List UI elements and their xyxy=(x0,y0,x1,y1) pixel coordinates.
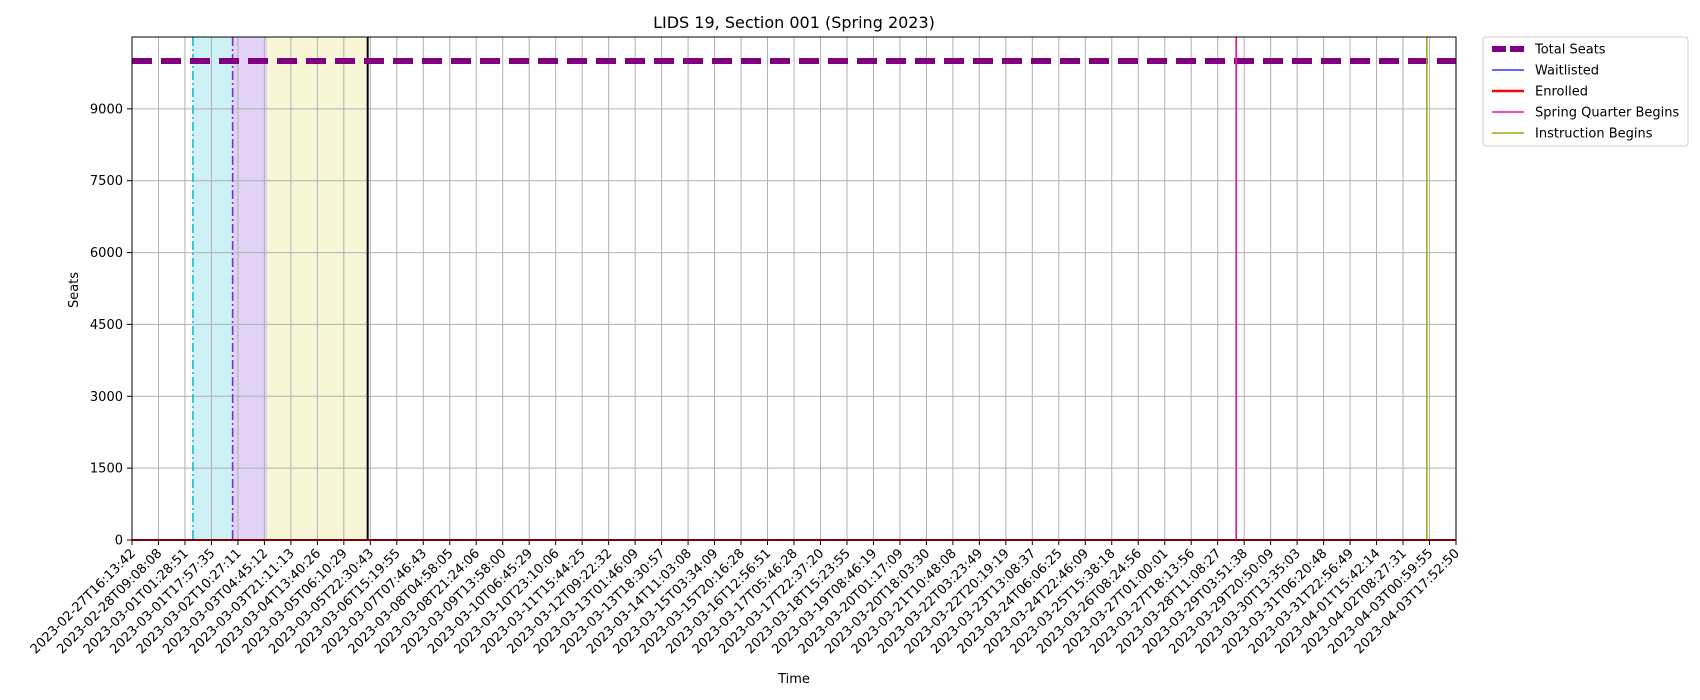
legend-label: Enrolled xyxy=(1535,85,1588,100)
legend-label: Total Seats xyxy=(1534,43,1606,58)
y-tick-label: 4500 xyxy=(90,318,123,333)
shaded-region-0 xyxy=(192,37,233,540)
chart-title: LIDS 19, Section 001 (Spring 2023) xyxy=(653,13,935,32)
legend-label: Spring Quarter Begins xyxy=(1535,106,1679,121)
event-lines xyxy=(1235,37,1428,540)
y-tick-label: 7500 xyxy=(90,174,123,189)
shaded-regions xyxy=(192,37,368,540)
legend-label: Instruction Begins xyxy=(1535,127,1653,142)
y-tick-label: 1500 xyxy=(90,462,123,477)
y-tick-label: 9000 xyxy=(90,102,123,117)
y-tick-label: 6000 xyxy=(90,246,123,261)
x-axis-label: Time xyxy=(777,672,810,687)
legend-box xyxy=(1482,36,1689,147)
legend: Total Seats Waitlisted Enrolled Spring Quar… xyxy=(1482,36,1689,147)
phase-markers xyxy=(192,37,369,540)
legend-label: Waitlisted xyxy=(1535,64,1599,79)
y-tick-label: 0 xyxy=(115,534,123,549)
y-axis-label: Seats xyxy=(67,272,82,308)
grid-lines xyxy=(131,37,1457,541)
x-axis-ticks: 2023-02-27T16:13:422023-02-28T09:08:0820… xyxy=(28,540,1463,657)
y-tick-label: 3000 xyxy=(90,390,123,405)
y-axis-ticks: 0 1500 3000 4500 6000 7500 9000 xyxy=(90,102,132,549)
